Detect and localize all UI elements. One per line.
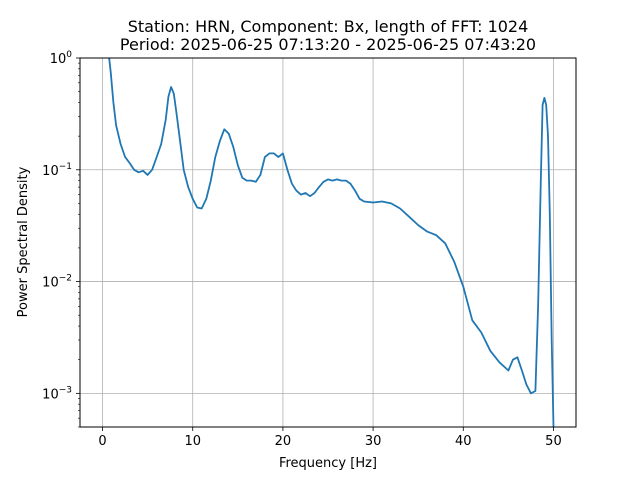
psd-series-line (108, 58, 555, 427)
chart-title-line-1: Station: HRN, Component: Bx, length of F… (128, 17, 529, 36)
x-tick-label: 0 (98, 434, 106, 449)
y-tick-label: 10−3 (42, 385, 72, 402)
x-tick-label: 40 (455, 434, 472, 449)
x-tick-label: 30 (365, 434, 382, 449)
plot-area (108, 58, 555, 427)
x-tick-label: 10 (184, 434, 201, 449)
y-tick-label-base: 10 (42, 387, 59, 402)
y-tick-label-base: 10 (42, 276, 59, 291)
y-tick-label-base: 10 (42, 164, 59, 179)
y-tick-label: 10−1 (42, 162, 72, 179)
x-tick-label: 20 (275, 434, 292, 449)
y-axis-label: Power Spectral Density (16, 166, 31, 317)
y-tick-label: 10−2 (42, 274, 72, 291)
x-axis-label: Frequency [Hz] (279, 456, 377, 471)
x-tick-label: 50 (545, 434, 562, 449)
y-tick-label: 100 (50, 50, 73, 67)
y-tick-label-exponent: −2 (59, 274, 72, 284)
y-tick-label-exponent: 0 (66, 50, 72, 60)
y-tick-label-exponent: −3 (59, 385, 72, 395)
y-tick-label-base: 10 (50, 52, 67, 67)
grid (80, 58, 576, 427)
y-tick-label-exponent: −1 (59, 162, 72, 172)
axes-frame (79, 57, 577, 428)
chart-title-line-2: Period: 2025-06-25 07:13:20 - 2025-06-25… (120, 35, 536, 54)
